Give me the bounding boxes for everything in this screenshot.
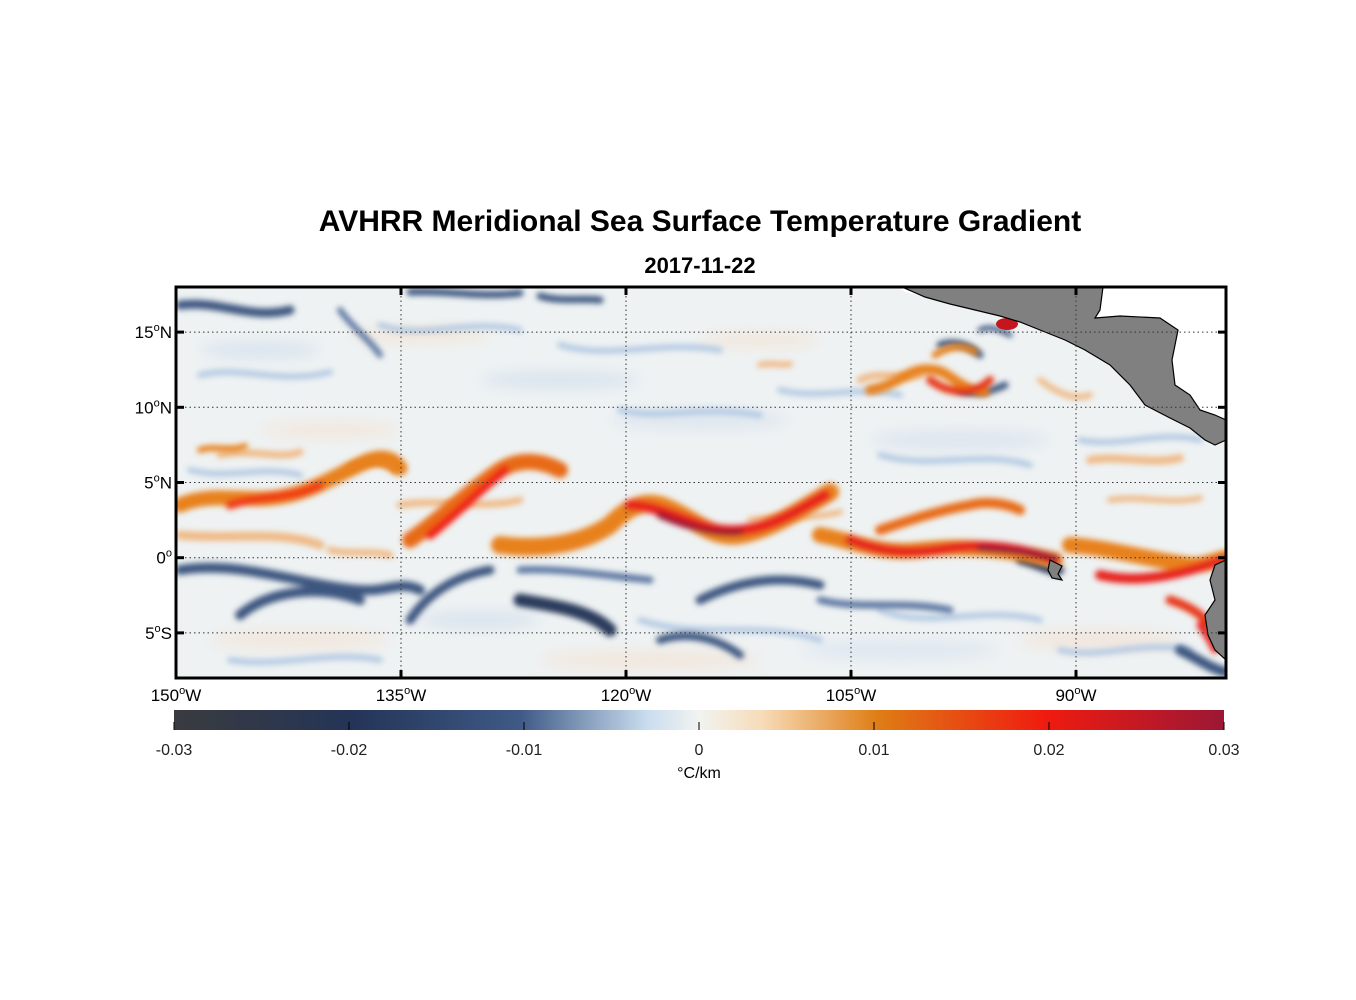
field-weak-negative	[187, 322, 1203, 666]
field-weak-positive	[176, 360, 1203, 559]
axis-ticks: 150oW 135oW 120oW 105oW 90oW 15oN 10oN 5oN 0o 5oS	[135, 287, 1226, 705]
lon-tick-label: 105oW	[826, 685, 877, 705]
field-negative-bands	[176, 288, 1226, 677]
colorbar-tick-label: 0.02	[1033, 742, 1064, 759]
lon-tick-label: 150oW	[151, 685, 202, 705]
lon-tick-label: 90oW	[1055, 685, 1096, 705]
galapagos-islands	[1047, 559, 1064, 581]
map-title: AVHRR Meridional Sea Surface Temperature…	[318, 205, 1082, 238]
colorbar-tick-label: 0	[695, 742, 704, 759]
lat-tick-label: 5oN	[144, 473, 172, 493]
colorbar	[174, 710, 1224, 730]
colorbar-unit-label: °C/km	[677, 765, 721, 782]
field-positive-north	[197, 343, 994, 474]
colorbar-tick-label: 0.03	[1208, 742, 1239, 759]
lat-tick-label: 10oN	[135, 397, 172, 417]
colorbar-tick-label: 0.01	[858, 742, 889, 759]
field-texture	[200, 328, 1180, 670]
lon-tick-label: 135oW	[376, 685, 427, 705]
lon-tick-label: 120oW	[601, 685, 652, 705]
map-date: 2017-11-22	[644, 253, 756, 278]
lat-tick-label: 5oS	[145, 623, 172, 643]
land-south-america	[1204, 559, 1226, 661]
lat-tick-label: 15oN	[135, 322, 172, 342]
lat-tick-label: 0o	[156, 548, 172, 568]
field-positive-front	[176, 450, 1226, 654]
colorbar-ticks: -0.03 -0.02 -0.01 0 0.01 0.02 0.03	[156, 722, 1240, 759]
land-central-america	[898, 287, 1226, 446]
colorbar-tick-label: -0.01	[506, 742, 543, 759]
field-hotspot	[996, 318, 1018, 330]
colorbar-tick-label: -0.02	[331, 742, 368, 759]
gradient-field	[176, 287, 1226, 678]
colorbar-tick-label: -0.03	[156, 742, 193, 759]
